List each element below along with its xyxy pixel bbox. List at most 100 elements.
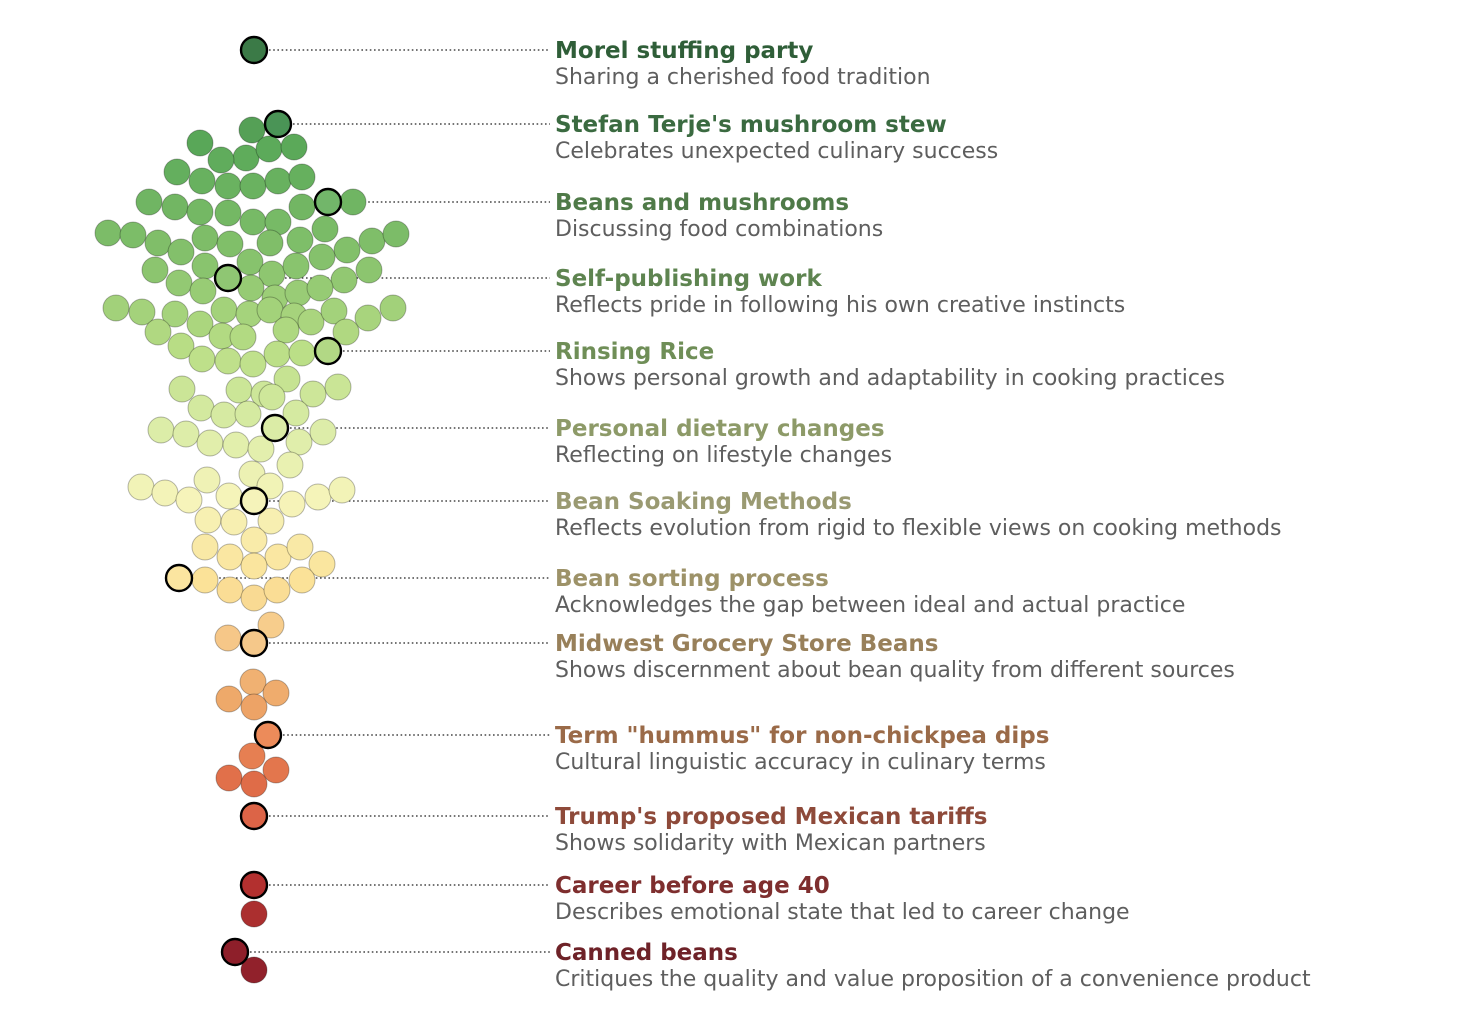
swarm-dot [94, 219, 122, 247]
highlight-dot [239, 486, 269, 516]
swarm-dot [172, 420, 200, 448]
swarm-dot [222, 431, 250, 459]
highlight-subtitle: Shows discernment about bean quality fro… [555, 658, 1235, 683]
highlight-dot [164, 563, 194, 593]
highlight-title: Trump's proposed Mexican tariffs [555, 804, 988, 830]
swarm-dot [297, 308, 325, 336]
swarm-dot [229, 323, 257, 351]
highlight-title: Term "hummus" for non-chickpea dips [555, 723, 1049, 749]
swarm-dot [210, 296, 238, 324]
swarm-dot [240, 552, 268, 580]
swarm-dot [225, 376, 253, 404]
swarm-dot [207, 146, 235, 174]
highlighted-dots [164, 35, 343, 967]
highlight-dot [239, 35, 269, 65]
highlight-subtitle: Reflects pride in following his own crea… [555, 293, 1125, 318]
swarm-dot [220, 508, 248, 536]
swarm-dot [191, 566, 219, 594]
swarm-dot [186, 310, 214, 338]
highlight-title: Midwest Grocery Store Beans [555, 631, 938, 657]
highlight-subtitle: Shows personal growth and adaptability i… [555, 366, 1225, 391]
swarm-dot [188, 167, 216, 195]
highlight-title: Rinsing Rice [555, 339, 714, 365]
swarm-dot [189, 277, 217, 305]
swarm-dot [191, 533, 219, 561]
highlight-subtitle: Reflecting on lifestyle changes [555, 443, 892, 468]
highlight-title: Canned beans [555, 940, 738, 966]
swarm-dot [284, 279, 312, 307]
swarm-dot [278, 490, 306, 518]
highlight-title: Beans and mushrooms [555, 190, 849, 216]
swarm-dot [186, 129, 214, 157]
highlight-title: Career before age 40 [555, 873, 830, 899]
swarm-dot [247, 435, 275, 463]
swarm-dot [186, 198, 214, 226]
swarm-dot [175, 486, 203, 514]
highlight-dot [220, 937, 250, 967]
swarm-dot [264, 167, 292, 195]
highlight-subtitle: Shows solidarity with Mexican partners [555, 831, 986, 856]
highlight-subtitle: Describes emotional state that led to ca… [555, 900, 1130, 925]
swarm-dot [324, 373, 352, 401]
swarm-dot [304, 483, 332, 511]
swarm-dot [239, 668, 267, 696]
highlight-dot [260, 413, 290, 443]
swarm-dot [214, 624, 242, 652]
swarm-dot [339, 188, 367, 216]
swarm-dot [214, 172, 242, 200]
highlight-dot [239, 628, 269, 658]
swarm-dot [240, 693, 268, 721]
swarm-dot [167, 332, 195, 360]
swarm-dots [94, 116, 410, 984]
highlight-subtitle: Reflects evolution from rigid to flexibl… [555, 516, 1282, 541]
highlight-subtitle: Acknowledges the gap between ideal and a… [555, 593, 1185, 618]
swarm-dot [216, 230, 244, 258]
highlight-title: Self-publishing work [555, 266, 822, 292]
swarm-dot [144, 318, 172, 346]
highlight-title: Bean Soaking Methods [555, 489, 852, 515]
swarm-dot [135, 188, 163, 216]
swarm-dot [232, 144, 260, 172]
swarm-dot [128, 298, 156, 326]
swarm-dot [165, 269, 193, 297]
swarm-dot [163, 158, 191, 186]
highlight-dot [313, 336, 343, 366]
highlight-dot [263, 109, 293, 139]
swarm-dot [215, 764, 243, 792]
swarm-dot [239, 208, 267, 236]
swarm-dot [240, 584, 268, 612]
swarm-dot [311, 215, 339, 243]
swarm-dot [286, 226, 314, 254]
swarm-dot [240, 526, 268, 554]
swarm-dot [188, 345, 216, 373]
swarm-dot [191, 224, 219, 252]
swarm-dot [119, 221, 147, 249]
swarm-dot [308, 550, 336, 578]
swarm-dot [264, 543, 292, 571]
swarm-dot [358, 227, 386, 255]
swarm-dot [214, 199, 242, 227]
swarm-dot [263, 340, 291, 368]
swarm-dot [328, 476, 356, 504]
swarm-dot [308, 243, 336, 271]
highlight-dot [239, 801, 269, 831]
highlight-title: Personal dietary changes [555, 416, 885, 442]
swarm-dot [216, 543, 244, 571]
swarm-dot [234, 400, 262, 428]
swarm-dot [214, 347, 242, 375]
swarm-dot [187, 394, 215, 422]
swarm-dot [299, 380, 327, 408]
highlight-dot [253, 720, 283, 750]
swarm-dot [215, 685, 243, 713]
swarm-dot [354, 304, 382, 332]
swarm-dot [236, 248, 264, 276]
swarm-dot [239, 350, 267, 378]
swarm-dot [309, 418, 337, 446]
swarm-dot [216, 576, 244, 604]
swarm-dot [255, 135, 283, 163]
swarm-dot [215, 482, 243, 510]
swarm-dot [102, 294, 130, 322]
swarm-dot [141, 256, 169, 284]
